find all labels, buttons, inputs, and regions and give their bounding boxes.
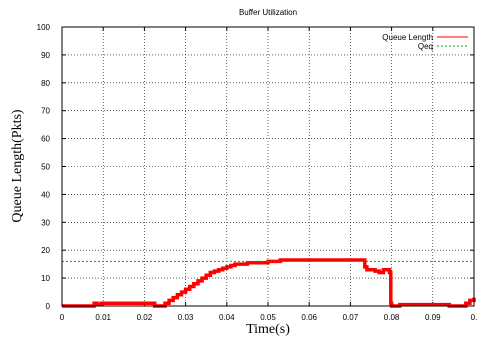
chart-title: Buffer Utilization bbox=[239, 8, 297, 17]
y-tick-label: 40 bbox=[41, 190, 50, 199]
x-axis-ticks: 0 0.01 0.02 0.03 0.04 0.05 0.06 0.07 0.08 0.09 0. bbox=[60, 27, 478, 322]
legend-label: Queue Length bbox=[382, 33, 433, 42]
x-tick-label: 0.03 bbox=[178, 313, 194, 322]
x-tick-label: 0.01 bbox=[95, 313, 111, 322]
plot-frame bbox=[61, 26, 475, 307]
y-tick-label: 10 bbox=[41, 274, 50, 283]
y-tick-label: 50 bbox=[41, 163, 50, 172]
x-tick-label: 0.07 bbox=[343, 313, 359, 322]
y-axis-ticks: 0 10 20 30 40 50 60 70 80 90 100 bbox=[37, 23, 474, 311]
series-group bbox=[62, 258, 476, 308]
x-tick-label: 0.04 bbox=[219, 313, 235, 322]
y-tick-label: 0 bbox=[46, 302, 51, 311]
y-tick-label: 100 bbox=[37, 23, 51, 32]
x-tick-label: 0 bbox=[60, 313, 65, 322]
y-tick-label: 80 bbox=[41, 79, 50, 88]
y-tick-label: 70 bbox=[41, 107, 50, 116]
y-axis-label: Queue Length(Pkts) bbox=[10, 109, 25, 222]
x-tick-label: 0.06 bbox=[301, 313, 317, 322]
legend-label: Qeq bbox=[418, 42, 433, 51]
x-axis-label: Time(s) bbox=[246, 322, 290, 337]
y-tick-label: 90 bbox=[41, 51, 50, 60]
x-tick-label: 0.05 bbox=[260, 313, 276, 322]
x-tick-label: 0.08 bbox=[384, 313, 400, 322]
x-tick-label: 0.02 bbox=[137, 313, 153, 322]
y-tick-label: 30 bbox=[41, 218, 50, 227]
x-tick-label: 0.09 bbox=[425, 313, 441, 322]
series-line-queue-length bbox=[62, 258, 476, 308]
x-tick-label: 0. bbox=[471, 313, 478, 322]
y-tick-label: 60 bbox=[41, 135, 50, 144]
y-tick-label: 20 bbox=[41, 246, 50, 255]
